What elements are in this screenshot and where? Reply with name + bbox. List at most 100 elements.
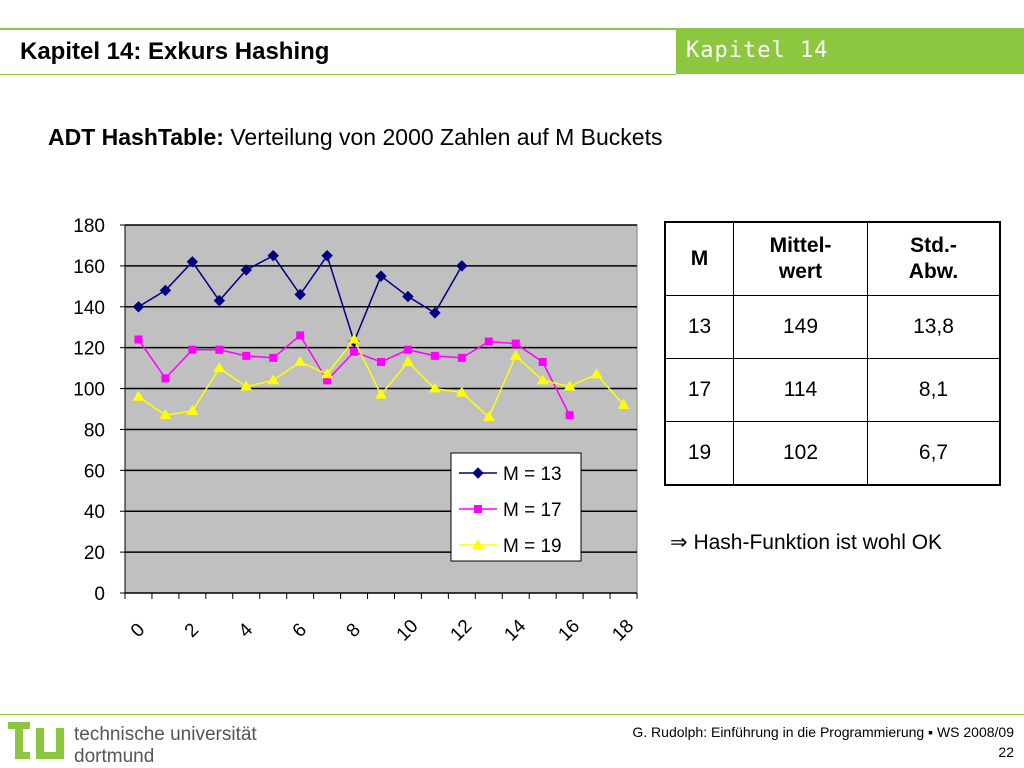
chapter-tag-label: Kapitel 14 [686,38,829,63]
bottom-rule [0,714,1024,715]
data-point [377,357,385,366]
cell-std: 13,8 [867,295,1001,359]
stats-table: M Mittel-wert Std.- Abw. 13 149 13,8 17 1… [664,221,1001,486]
header-cell-std: Std.- Abw. [867,221,1001,296]
x-tick-label: 10 [393,616,423,646]
cell-mean: 114 [733,358,868,422]
data-point [321,368,334,379]
header-std-1: Std.- [910,234,957,257]
chart-legend [450,452,582,562]
data-point [401,355,414,366]
data-point [456,260,468,272]
header-mean-1: Mittel- [769,234,832,257]
legend-marker [472,539,484,549]
data-point [536,374,549,385]
cell-m: 19 [664,421,734,486]
y-tick-label: 20 [84,543,105,564]
y-tick-label: 40 [84,502,105,523]
cell-mean: 102 [733,421,868,486]
data-point [186,405,199,416]
legend-label: M = 17 [503,500,562,521]
legend-marker [474,505,482,513]
footer: G. Rudolph: Einführung in die Programmie… [632,722,1014,762]
data-point [159,409,172,420]
data-point [134,335,143,344]
data-point [482,411,495,422]
data-point [215,345,224,354]
university-name: technische universität dortmund [74,724,257,768]
y-tick-label: 160 [73,257,105,278]
data-point [455,386,468,397]
data-point [617,398,630,409]
data-point [509,349,522,360]
data-point [188,345,197,354]
data-point [428,382,441,393]
implies-icon: ⇒ [670,531,688,554]
data-point [186,256,199,268]
x-tick-label: 14 [500,615,530,645]
slide-subtitle: ADT HashTable: Verteilung von 2000 Zahle… [48,124,663,151]
university-name-line1: technische universität [74,724,257,745]
data-point [350,347,359,356]
data-point [565,411,574,420]
header-mean-2: wert [778,260,823,283]
x-tick-label: 12 [447,616,477,646]
x-tick-label: 18 [608,616,638,646]
chapter-tag: Kapitel 14 [676,30,1024,74]
data-point [213,362,226,373]
cell-mean: 149 [733,295,868,359]
data-point [538,357,547,366]
legend-marker [472,467,484,479]
data-point [242,351,251,360]
header-cell-mean: Mittel-wert [733,221,868,296]
top-rule [0,28,1024,30]
header-underline [0,74,676,75]
x-tick-label: 8 [343,619,365,641]
data-point [132,390,145,401]
data-point [348,333,361,344]
legend-label: M = 13 [503,464,562,485]
header-m: M [690,247,709,270]
cell-m: 13 [664,295,734,359]
data-point [403,345,412,354]
data-point [375,388,387,399]
header-std-2: Abw. [908,260,959,283]
data-point [294,355,307,366]
data-point [161,374,170,383]
data-point [457,353,466,362]
data-point [429,307,441,319]
data-point [430,351,439,360]
y-tick-label: 60 [84,461,105,482]
cell-std: 8,1 [867,358,1001,422]
subtitle-rest: Verteilung von 2000 Zahlen auf M Buckets [230,124,663,150]
legend-label: M = 19 [503,536,562,557]
slide-title: Kapitel 14: Exkurs Hashing [20,38,330,65]
table-row: 13 149 13,8 [664,295,1001,359]
header-cell-m: M [664,221,734,296]
data-point [484,337,493,346]
data-point [511,339,520,348]
y-tick-label: 180 [73,216,105,237]
x-tick-label: 2 [181,619,203,641]
cell-std: 6,7 [867,421,1001,486]
y-tick-label: 140 [73,298,105,319]
y-tick-label: 0 [94,584,105,605]
data-point [132,301,145,313]
x-tick-label: 0 [127,619,149,641]
table-row: 17 114 8,1 [664,358,1001,422]
cell-m: 17 [664,358,734,422]
x-tick-label: 4 [235,619,258,642]
data-point [294,288,306,301]
data-point [240,264,252,276]
conclusion: ⇒ Hash-Funktion ist wohl OK [670,530,942,555]
data-point [321,249,333,262]
data-point [213,294,226,307]
data-point [267,374,280,385]
subtitle-bold: ADT HashTable: [48,124,224,150]
data-point [323,376,332,385]
data-point [269,353,278,362]
y-tick-label: 80 [84,420,105,441]
data-point [240,380,253,391]
tu-logo-icon [8,722,64,759]
